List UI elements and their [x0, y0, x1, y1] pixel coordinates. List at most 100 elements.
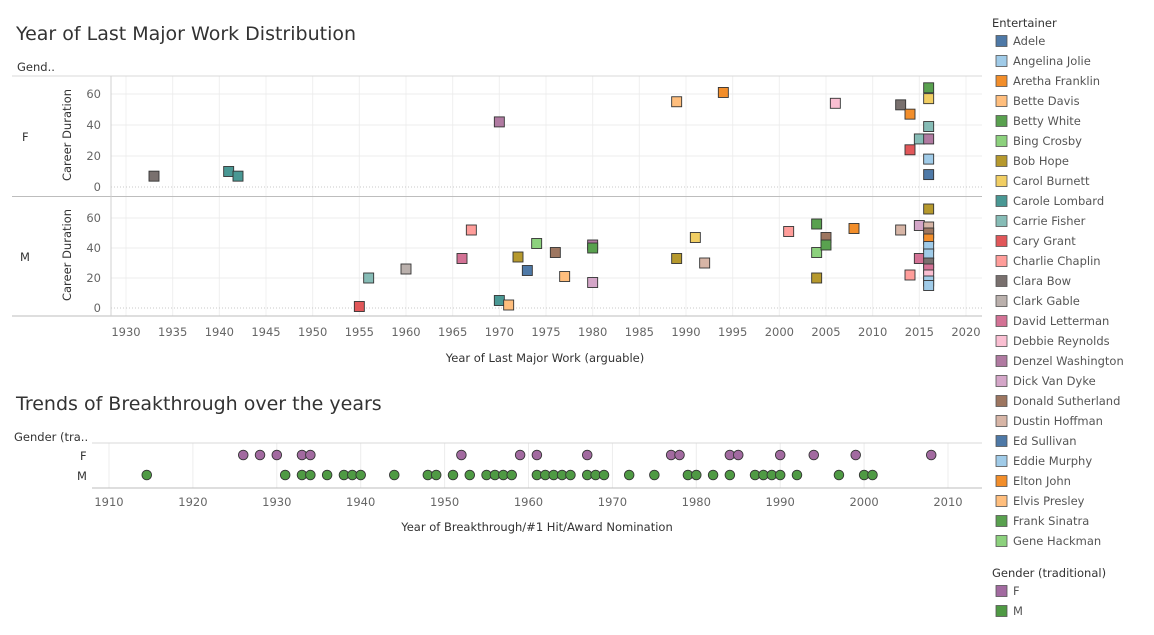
- data-point[interactable]: [464, 469, 476, 481]
- data-point[interactable]: [400, 263, 412, 275]
- data-point[interactable]: [833, 469, 845, 481]
- data-point[interactable]: [724, 469, 736, 481]
- legend-item-label[interactable]: Betty White: [1013, 114, 1081, 128]
- data-point[interactable]: [791, 469, 803, 481]
- legend-item-label[interactable]: Aretha Franklin: [1013, 74, 1100, 88]
- data-point[interactable]: [389, 469, 400, 481]
- legend-item-label[interactable]: Denzel Washington: [1013, 354, 1124, 368]
- legend-item-label[interactable]: Debbie Reynolds: [1013, 334, 1110, 348]
- data-point[interactable]: [598, 469, 610, 481]
- legend-item-label[interactable]: Dustin Hoffman: [1013, 414, 1103, 428]
- data-point[interactable]: [913, 133, 925, 145]
- legend-item-label[interactable]: Bette Davis: [1013, 94, 1080, 108]
- data-point[interactable]: [925, 449, 937, 461]
- data-point[interactable]: [503, 299, 515, 311]
- legend-item-label[interactable]: Elvis Presley: [1013, 494, 1085, 508]
- data-point[interactable]: [904, 144, 916, 156]
- data-point[interactable]: [848, 223, 860, 234]
- data-point[interactable]: [493, 295, 505, 306]
- legend-item-label[interactable]: F: [1013, 584, 1020, 598]
- legend-item-label[interactable]: Elton John: [1013, 474, 1071, 488]
- data-point[interactable]: [531, 449, 543, 461]
- data-point[interactable]: [923, 169, 935, 181]
- data-point[interactable]: [521, 265, 533, 276]
- data-point[interactable]: [447, 469, 459, 481]
- data-point[interactable]: [783, 226, 795, 237]
- data-point[interactable]: [456, 449, 467, 461]
- legend-item-label[interactable]: Angelina Jolie: [1013, 54, 1091, 68]
- data-point[interactable]: [923, 93, 935, 105]
- data-point[interactable]: [430, 469, 442, 481]
- legend-entertainer[interactable]: Entertainer Adele Angelina Jolie Aretha Fr…: [992, 16, 1124, 548]
- data-point[interactable]: [355, 469, 366, 481]
- data-point[interactable]: [923, 133, 935, 145]
- data-point[interactable]: [811, 272, 823, 284]
- data-point[interactable]: [808, 449, 820, 461]
- legend-item-label[interactable]: Frank Sinatra: [1013, 514, 1089, 528]
- data-point[interactable]: [733, 449, 744, 461]
- data-point[interactable]: [531, 238, 543, 249]
- data-point[interactable]: [254, 449, 266, 461]
- data-point[interactable]: [850, 449, 861, 461]
- legend-item-label[interactable]: Gene Hackman: [1013, 534, 1101, 548]
- data-point[interactable]: [279, 469, 291, 481]
- data-point[interactable]: [829, 97, 841, 109]
- data-point[interactable]: [649, 469, 660, 481]
- data-point[interactable]: [493, 116, 505, 128]
- data-point[interactable]: [923, 121, 935, 133]
- data-point[interactable]: [923, 153, 935, 165]
- data-point[interactable]: [581, 449, 593, 461]
- data-point[interactable]: [717, 86, 729, 98]
- data-point[interactable]: [923, 82, 935, 94]
- data-point[interactable]: [514, 449, 526, 461]
- data-point[interactable]: [923, 203, 935, 215]
- data-point[interactable]: [223, 166, 235, 177]
- data-point[interactable]: [904, 108, 916, 120]
- legend-item-label[interactable]: David Letterman: [1013, 314, 1109, 328]
- data-point[interactable]: [774, 449, 786, 461]
- legend-gender[interactable]: Gender (traditional) FM: [992, 566, 1106, 618]
- data-point[interactable]: [923, 248, 935, 260]
- data-point[interactable]: [465, 224, 477, 236]
- data-point[interactable]: [904, 269, 916, 281]
- legend-item-label[interactable]: Bing Crosby: [1013, 134, 1082, 148]
- data-point[interactable]: [895, 99, 907, 111]
- data-point[interactable]: [506, 469, 517, 481]
- data-point[interactable]: [707, 469, 719, 481]
- data-point[interactable]: [232, 170, 244, 182]
- legend-item-label[interactable]: Carole Lombard: [1013, 194, 1104, 208]
- legend-item-label[interactable]: Cary Grant: [1013, 234, 1076, 248]
- data-point[interactable]: [913, 220, 925, 231]
- data-point[interactable]: [699, 257, 711, 269]
- data-point[interactable]: [820, 239, 832, 251]
- data-point[interactable]: [305, 469, 316, 481]
- data-point[interactable]: [689, 232, 701, 243]
- data-point[interactable]: [895, 224, 907, 236]
- legend-item-label[interactable]: M: [1013, 604, 1023, 618]
- data-point[interactable]: [811, 218, 823, 230]
- legend-item-label[interactable]: Carol Burnett: [1013, 174, 1090, 188]
- legend-item-label[interactable]: Clara Bow: [1013, 274, 1071, 288]
- legend-item-label[interactable]: Ed Sullivan: [1013, 434, 1077, 448]
- data-point[interactable]: [674, 449, 685, 461]
- data-point[interactable]: [549, 247, 561, 258]
- data-point[interactable]: [141, 469, 153, 481]
- data-point[interactable]: [587, 242, 599, 254]
- data-point[interactable]: [565, 469, 576, 481]
- data-point[interactable]: [305, 449, 316, 461]
- data-point[interactable]: [148, 170, 160, 182]
- data-point[interactable]: [363, 272, 375, 284]
- data-point[interactable]: [923, 280, 935, 291]
- data-point[interactable]: [321, 469, 333, 481]
- data-point[interactable]: [237, 449, 249, 461]
- data-point[interactable]: [774, 469, 786, 481]
- legend-item-label[interactable]: Bob Hope: [1013, 154, 1069, 168]
- legend-item-label[interactable]: Charlie Chaplin: [1013, 254, 1101, 268]
- data-point[interactable]: [913, 253, 925, 264]
- data-point[interactable]: [671, 253, 683, 264]
- legend-item-label[interactable]: Dick Van Dyke: [1013, 374, 1096, 388]
- data-point[interactable]: [271, 449, 283, 461]
- data-point[interactable]: [512, 251, 524, 263]
- legend-item-label[interactable]: Adele: [1013, 34, 1045, 48]
- legend-item-label[interactable]: Clark Gable: [1013, 294, 1080, 308]
